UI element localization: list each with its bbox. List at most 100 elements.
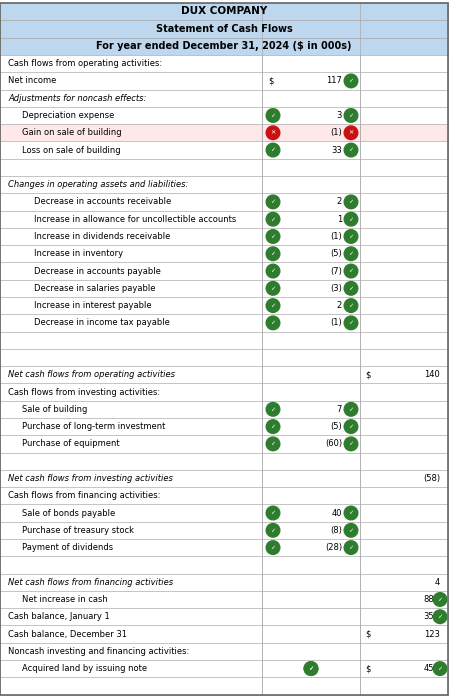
Text: 40: 40 [332,509,342,517]
Text: ✓: ✓ [349,234,354,239]
Circle shape [433,592,447,606]
Bar [360,107,448,124]
Bar [0,505,262,521]
Text: ✓: ✓ [270,286,276,291]
Text: (5): (5) [330,422,342,431]
Text: Statement of Cash Flows: Statement of Cash Flows [156,24,292,33]
Text: ✓: ✓ [308,666,314,671]
Text: ✓: ✓ [349,441,354,446]
Bar [262,366,360,383]
Text: Net cash flows from investing activities: Net cash flows from investing activities [8,474,173,483]
Bar [262,435,360,452]
Text: $: $ [268,77,273,86]
Bar [0,470,262,487]
Text: 2: 2 [337,197,342,206]
Text: 140: 140 [424,370,440,379]
Bar [0,297,262,314]
Text: ✓: ✓ [308,666,314,671]
Text: ✓: ✓ [270,251,276,256]
Text: 7: 7 [337,405,342,414]
Bar [262,193,360,210]
Text: Increase in inventory: Increase in inventory [34,250,123,259]
Text: Noncash investing and financing activities:: Noncash investing and financing activiti… [8,647,189,656]
Bar [0,245,262,262]
Bar [360,435,448,452]
Text: 123: 123 [424,629,440,638]
Text: (28): (28) [325,543,342,552]
Bar [360,401,448,418]
Bar [262,210,360,228]
Bar [0,452,262,470]
Circle shape [304,661,318,675]
Bar [262,608,360,625]
Circle shape [344,74,358,88]
Bar [262,314,360,332]
Text: Purchase of long-term investment: Purchase of long-term investment [22,422,165,431]
Bar [0,435,262,452]
Bar [0,90,262,107]
Circle shape [266,213,280,226]
Circle shape [266,420,280,434]
Text: 2: 2 [337,301,342,310]
Bar [262,176,360,193]
Bar [0,608,262,625]
Circle shape [266,247,280,261]
Text: ✓: ✓ [349,545,354,550]
Bar [0,521,262,539]
Circle shape [344,247,358,261]
Bar [262,521,360,539]
Circle shape [344,437,358,451]
Bar [262,90,360,107]
Circle shape [344,109,358,122]
Text: Purchase of equipment: Purchase of equipment [22,439,120,448]
Bar [360,591,448,608]
Text: ✓: ✓ [270,148,276,153]
Bar [262,660,360,677]
Circle shape [344,541,358,554]
Circle shape [266,506,280,520]
Text: 4: 4 [435,578,440,587]
Text: ✕: ✕ [349,130,354,135]
Text: (1): (1) [330,232,342,241]
Bar [0,141,262,159]
Text: Purchase of treasury stock: Purchase of treasury stock [22,526,134,535]
Circle shape [344,264,358,278]
Bar [360,262,448,279]
Bar [360,332,448,348]
Bar [0,401,262,418]
Text: Acquired land by issuing note: Acquired land by issuing note [22,664,147,673]
Text: ✓: ✓ [349,251,354,256]
Bar [0,210,262,228]
Text: Decrease in accounts receivable: Decrease in accounts receivable [34,197,171,206]
Text: (60): (60) [325,439,342,448]
Bar [360,72,448,90]
Bar [262,72,360,90]
Bar [0,176,262,193]
Text: ✓: ✓ [270,268,276,273]
Bar [360,297,448,314]
Circle shape [344,126,358,139]
Text: (1): (1) [330,319,342,328]
Bar [360,210,448,228]
Bar [262,124,360,141]
Bar [262,505,360,521]
Text: 35: 35 [423,612,434,621]
Circle shape [266,523,280,537]
Text: Depreciation expense: Depreciation expense [22,111,114,120]
Text: ✓: ✓ [349,321,354,325]
Bar [360,556,448,574]
Text: ✓: ✓ [270,407,276,412]
Circle shape [266,126,280,139]
Bar [360,487,448,505]
Bar [0,314,262,332]
Circle shape [266,195,280,208]
Text: ✓: ✓ [349,148,354,153]
Bar [360,228,448,245]
Text: Decrease in salaries payable: Decrease in salaries payable [34,284,156,293]
Bar [360,470,448,487]
Bar [262,141,360,159]
Bar [262,591,360,608]
Bar [262,348,360,366]
Bar [262,452,360,470]
Bar [262,574,360,591]
